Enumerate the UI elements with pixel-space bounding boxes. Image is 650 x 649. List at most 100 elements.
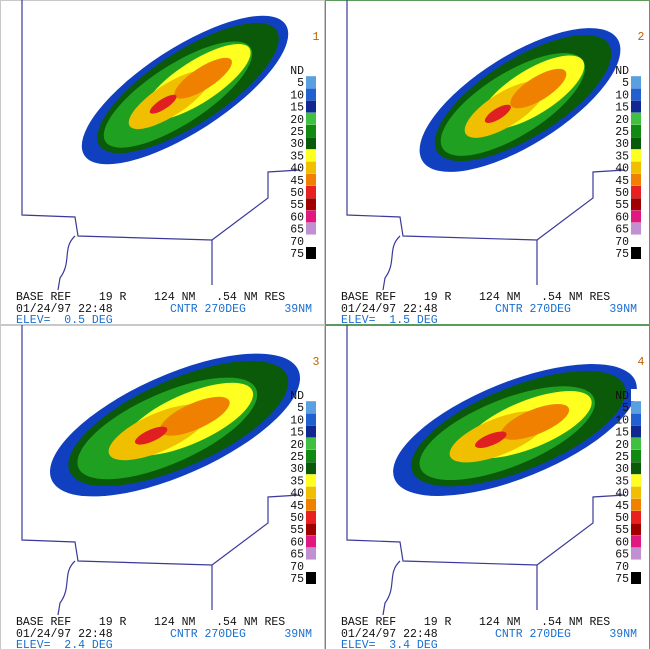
legend-label: 40 [290, 163, 304, 176]
range-info: 39NM [284, 303, 312, 316]
legend-label: 10 [290, 89, 304, 102]
legend-swatch [631, 247, 641, 259]
legend-swatch [631, 64, 641, 76]
product-info: BASE REF 19 R 124 NM .54 NM RES [16, 291, 285, 304]
legend-label: 25 [290, 126, 304, 139]
legend-label: 75 [290, 248, 304, 261]
legend-swatch [631, 186, 641, 198]
state-boundary [21, 0, 301, 241]
state-boundary [346, 325, 626, 566]
legend-swatch [306, 498, 316, 511]
state-boundary [346, 0, 626, 241]
date-time: 01/24/97 22:48 [16, 628, 113, 641]
panel-number: 3 [313, 356, 320, 369]
state-boundary [382, 560, 401, 616]
reflectivity-area [510, 68, 567, 109]
legend-swatch [306, 425, 316, 438]
legend-swatch [631, 161, 641, 174]
center-info: CNTR 270DEG [495, 628, 571, 641]
legend-swatch [631, 547, 641, 560]
elevation: ELEV= 2.4 DEG [16, 639, 113, 649]
legend-swatch [631, 222, 641, 235]
legend-label: 25 [290, 451, 304, 464]
panel-number: 2 [638, 31, 645, 44]
legend-label: 65 [615, 224, 629, 237]
legend-label: 20 [615, 114, 629, 127]
legend-swatch [631, 486, 641, 499]
legend-label: 65 [615, 549, 629, 562]
legend-label: 30 [290, 138, 304, 151]
legend-swatch [631, 88, 641, 101]
legend-label: 15 [615, 102, 629, 115]
legend-swatch [631, 572, 641, 584]
legend-label: ND [615, 65, 629, 78]
legend-label: 25 [615, 451, 629, 464]
elevation: ELEV= 0.5 DEG [16, 314, 113, 327]
legend-swatch [631, 173, 641, 186]
legend-swatch [631, 137, 641, 150]
panel-number: 1 [313, 31, 320, 44]
legend-swatch [306, 486, 316, 499]
legend-swatch [631, 413, 641, 426]
legend-label: 45 [290, 175, 304, 188]
state-boundary [21, 325, 301, 566]
legend-label: 50 [615, 187, 629, 200]
legend-label: 50 [290, 187, 304, 200]
legend-label: 20 [290, 114, 304, 127]
legend-label: 55 [290, 199, 304, 212]
range-info: 39NM [609, 628, 637, 641]
state-boundary [57, 235, 76, 291]
legend-swatch [631, 401, 641, 414]
storm-echo [393, 364, 637, 496]
legend-label: 30 [615, 463, 629, 476]
range-info: 39NM [284, 628, 312, 641]
legend-swatch [306, 64, 316, 76]
legend-swatch [631, 149, 641, 162]
legend-label: 35 [290, 475, 304, 488]
legend-label: 35 [615, 150, 629, 163]
legend-swatch [631, 425, 641, 438]
legend-swatch [306, 450, 316, 462]
legend-swatch [631, 498, 641, 511]
legend-swatch [306, 76, 316, 89]
legend-label: 35 [615, 475, 629, 488]
range-info: 39NM [609, 303, 637, 316]
legend-label: 50 [615, 512, 629, 525]
legend-label: 5 [622, 402, 629, 415]
legend-swatch [306, 474, 316, 487]
legend-swatch [306, 198, 316, 211]
legend-label: 10 [615, 89, 629, 102]
legend-swatch [631, 523, 641, 536]
legend-swatch [306, 572, 316, 584]
legend-label: 30 [615, 138, 629, 151]
storm-echo [419, 28, 621, 172]
legend-swatch [631, 450, 641, 462]
legend-swatch [306, 161, 316, 174]
reflectivity-area [500, 404, 570, 440]
legend-label: 55 [290, 524, 304, 537]
legend-swatch [306, 149, 316, 162]
legend-label: 45 [615, 175, 629, 188]
legend-swatch [306, 173, 316, 186]
legend-swatch [631, 535, 641, 548]
legend-swatch [631, 389, 641, 401]
legend-swatch [631, 198, 641, 211]
legend-swatch [631, 100, 641, 113]
legend-swatch [306, 559, 316, 572]
product-info: BASE REF 19 R 124 NM .54 NM RES [341, 291, 610, 304]
date-time: 01/24/97 22:48 [16, 303, 113, 316]
legend-label: 55 [615, 524, 629, 537]
legend-swatch [306, 401, 316, 414]
reflectivity-area [159, 396, 230, 436]
legend-swatch [631, 112, 641, 125]
legend-label: 60 [615, 211, 629, 224]
legend-swatch [631, 437, 641, 450]
legend-label: 60 [615, 536, 629, 549]
legend-label: 70 [290, 561, 304, 574]
legend-swatch [306, 88, 316, 101]
legend-swatch [631, 234, 641, 247]
